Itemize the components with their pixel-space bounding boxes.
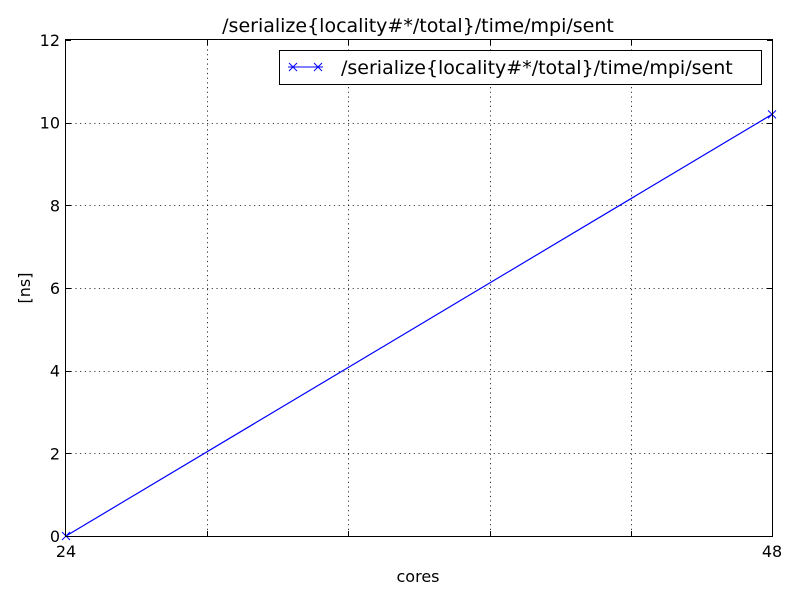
legend-marker-start [288, 62, 298, 72]
chart-title: /serialize{locality#*/total}/time/mpi/se… [222, 15, 614, 37]
x-tick-label: 48 [762, 542, 782, 561]
y-tick-label: 12 [40, 31, 60, 50]
legend: /serialize{locality#*/total}/time/mpi/se… [279, 50, 762, 85]
y-tick-label: 6 [50, 279, 60, 298]
y-tick-label: 0 [50, 527, 60, 546]
y-axis-label: [ns] [15, 273, 34, 304]
grid-layer [66, 40, 772, 536]
marker-stroke [313, 62, 323, 72]
legend-label: /serialize{locality#*/total}/time/mpi/se… [341, 57, 733, 79]
y-tick-label: 10 [40, 114, 60, 133]
legend-marker [288, 62, 298, 72]
x-axis-label: cores [397, 567, 440, 586]
x-tick-label: 24 [56, 542, 76, 561]
plot-frame [65, 39, 773, 537]
y-tick-label: 8 [50, 196, 60, 215]
legend-marker-end [313, 62, 323, 72]
marker-stroke [288, 62, 298, 72]
legend-marker [313, 62, 323, 72]
y-tick-label: 4 [50, 362, 60, 381]
y-tick-label: 2 [50, 444, 60, 463]
series-line [65, 113, 773, 537]
legend-box [279, 50, 762, 85]
